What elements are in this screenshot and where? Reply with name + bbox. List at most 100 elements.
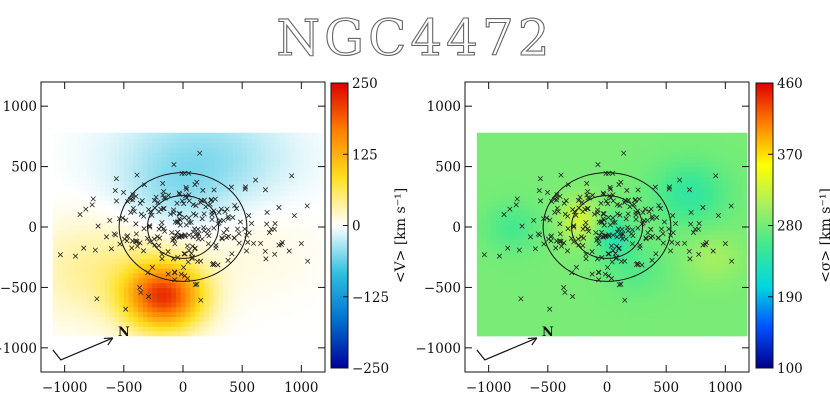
heatmap-cell (713, 147, 719, 153)
heatmap-cell (81, 229, 87, 235)
heatmap-cell (284, 181, 291, 187)
heatmap-cell (727, 306, 734, 313)
heatmap-cell (76, 200, 82, 206)
heatmap-cell (524, 253, 530, 260)
heatmap-cell (647, 311, 653, 318)
heatmap-cell (308, 166, 314, 173)
heatmap-cell (265, 205, 272, 211)
heatmap-cell (590, 176, 596, 182)
heatmap-cell (633, 258, 639, 264)
heatmap-cell (67, 205, 73, 211)
heatmap-cell (670, 316, 677, 322)
heatmap-cell (303, 210, 310, 216)
heatmap-cell (543, 258, 549, 264)
heatmap-cell (628, 224, 634, 231)
heatmap-cell (190, 316, 196, 322)
heatmap-cell (538, 258, 544, 264)
tracer-marker (236, 240, 242, 246)
heatmap-cell (661, 185, 667, 192)
heatmap-cell (651, 210, 658, 216)
heatmap-cell (651, 292, 658, 298)
heatmap-cell (486, 297, 492, 303)
heatmap-cell (180, 185, 186, 192)
tracer-marker (179, 170, 185, 177)
heatmap-cell (218, 297, 224, 303)
heatmap-cell (280, 176, 286, 182)
heatmap-cell (317, 258, 324, 264)
heatmap-cell (604, 277, 610, 284)
tracer-marker (156, 226, 162, 232)
heatmap-cell (199, 316, 205, 322)
heatmap-cell (614, 292, 620, 298)
heatmap-cell (109, 200, 115, 206)
heatmap-cell (90, 210, 97, 216)
tracer-marker (113, 198, 120, 204)
heatmap-cell (524, 292, 530, 298)
heatmap-cell (313, 292, 319, 298)
heatmap-cell (313, 195, 319, 202)
heatmap-cell (481, 326, 487, 332)
heatmap-cell (519, 147, 525, 153)
heatmap-cell (85, 176, 92, 182)
heatmap-cell (547, 258, 554, 264)
axis-ticks (41, 82, 325, 372)
heatmap-cell (194, 219, 201, 226)
heatmap-cell (199, 214, 205, 221)
heatmap-cell (585, 142, 592, 148)
heatmap-cell (275, 176, 281, 182)
heatmap-cell (718, 301, 724, 308)
heatmap-cell (642, 248, 648, 255)
heatmap-cell (100, 190, 106, 197)
heatmap-cell (237, 181, 243, 187)
heatmap-cell (289, 330, 295, 337)
heatmap-cell (675, 156, 681, 163)
heatmap-cell (543, 234, 549, 240)
heatmap-cell (675, 234, 681, 240)
heatmap-cell (256, 243, 262, 250)
tracer-marker (156, 243, 162, 249)
heatmap-cell (123, 176, 130, 182)
heatmap-cell (642, 224, 648, 231)
heatmap-cell (76, 210, 82, 216)
heatmap-cell (500, 272, 506, 279)
heatmap-cell (185, 268, 191, 274)
tracer-marker (185, 259, 191, 265)
heatmap-cell (227, 311, 234, 318)
heatmap-cell (661, 181, 667, 187)
heatmap-cell (599, 301, 606, 308)
heatmap-cell (289, 152, 295, 158)
heatmap-cell (580, 248, 587, 255)
heatmap-cell (275, 258, 281, 264)
heatmap-cell (476, 142, 483, 148)
heatmap-cell (156, 185, 163, 192)
heatmap-cell (227, 253, 234, 260)
heatmap-cell (491, 210, 497, 216)
heatmap-cell (114, 195, 120, 202)
heatmap-cell (261, 272, 267, 279)
heatmap-cell (547, 132, 554, 139)
heatmap-cell (71, 253, 78, 260)
heatmap-cell (152, 326, 158, 332)
heatmap-cell (52, 316, 59, 322)
heatmap-cell (147, 301, 153, 308)
heatmap-cell (298, 142, 305, 148)
tracer-marker (236, 231, 242, 237)
heatmap-cell (557, 142, 563, 148)
heatmap-cell (138, 171, 144, 177)
heatmap-cell (552, 185, 558, 192)
heatmap-cell (713, 326, 719, 332)
heatmap-cell (313, 190, 319, 197)
heatmap-cell (562, 224, 568, 231)
heatmap-cell (580, 185, 587, 192)
heatmap-cell (476, 248, 483, 255)
heatmap-cell (524, 214, 530, 221)
heatmap-cell (666, 142, 672, 148)
heatmap-cell (533, 258, 539, 264)
heatmap-cell (576, 229, 582, 235)
heatmap-cell (699, 263, 705, 269)
tracer-marker (286, 248, 292, 254)
heatmap-cell (670, 248, 677, 255)
heatmap-cell (562, 190, 568, 197)
heatmap-cell (128, 205, 134, 211)
heatmap-cell (85, 234, 92, 240)
